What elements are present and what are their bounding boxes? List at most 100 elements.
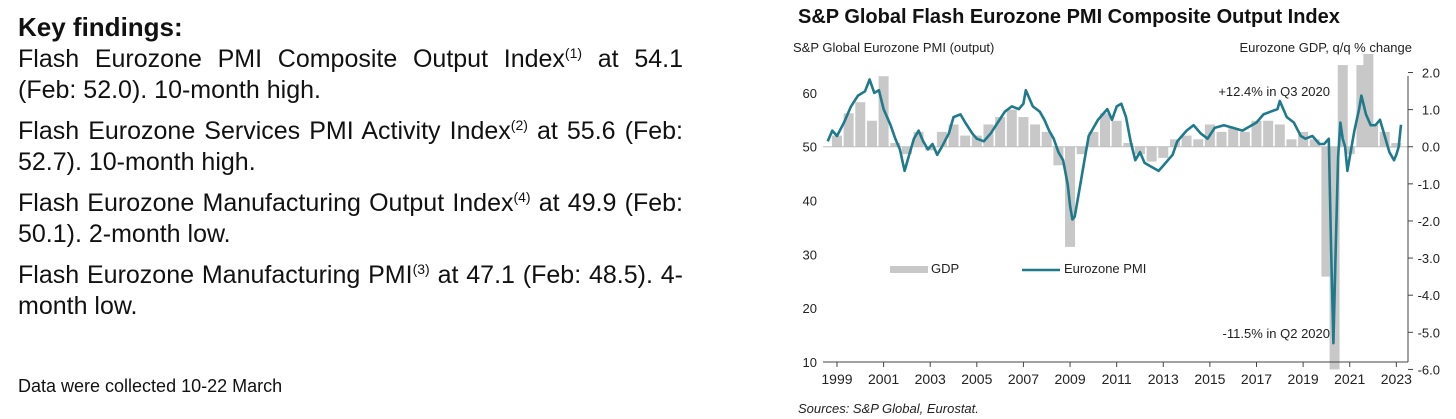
chart-title: S&P Global Flash Eurozone PMI Composite …: [798, 6, 1340, 28]
finding-footnote-ref: (3): [412, 261, 430, 277]
finding-item: Flash Eurozone PMI Composite Output Inde…: [18, 44, 683, 106]
gdp-bar: [1216, 131, 1227, 147]
right-tick-label: -6.0: [1418, 362, 1440, 377]
finding-text: Flash Eurozone PMI Composite Output Inde…: [18, 45, 565, 73]
gdp-bar: [866, 120, 877, 147]
right-tick-label: -1.0: [1418, 177, 1440, 192]
x-tick-label: 2013: [1148, 371, 1179, 387]
x-tick-label: 2015: [1194, 371, 1225, 387]
left-tick-label: 40: [803, 194, 817, 209]
collection-note: Data were collected 10-22 March: [18, 376, 283, 396]
right-tick-label: 2.0: [1422, 65, 1440, 80]
gdp-bar: [971, 135, 982, 147]
gdp-bar: [1134, 146, 1145, 155]
annotation-low: -11.5% in Q2 2020: [1223, 326, 1330, 341]
gdp-bar: [901, 146, 912, 155]
left-tick-label: 20: [803, 301, 817, 316]
gdp-bar: [936, 131, 947, 147]
gdp-bar: [1030, 124, 1041, 147]
finding-text: Flash Eurozone Services PMI Activity Ind…: [18, 117, 511, 145]
gdp-bar: [1123, 143, 1134, 147]
right-tick-label: -4.0: [1418, 288, 1440, 303]
x-tick-label: 2017: [1241, 371, 1272, 387]
finding-item: Flash Eurozone Services PMI Activity Ind…: [18, 116, 683, 178]
x-tick-label: 2023: [1381, 371, 1412, 387]
finding-value: at 47.1 (Feb: 48.5). 4-month low.: [18, 261, 684, 320]
gdp-bar: [855, 102, 866, 147]
gdp-bar: [843, 113, 854, 147]
left-tick-label: 60: [803, 86, 817, 101]
findings-list: Flash Eurozone PMI Composite Output Inde…: [18, 44, 683, 322]
right-tick-label: 0.0: [1422, 140, 1440, 155]
x-tick-label: 2005: [961, 371, 992, 387]
right-tick-label: -2.0: [1418, 214, 1440, 229]
gdp-bar: [1088, 131, 1099, 147]
legend-gdp-label: GDP: [931, 261, 959, 276]
gdp-bar: [1286, 139, 1297, 147]
gdp-bar: [1274, 124, 1285, 147]
gdp-bar: [1337, 65, 1348, 147]
right-tick-label: -5.0: [1418, 325, 1440, 340]
gdp-bar: [1158, 146, 1169, 158]
legend-gdp-swatch: [890, 266, 928, 273]
finding-footnote-ref: (4): [513, 189, 531, 205]
gdp-bar: [1391, 143, 1402, 147]
gdp-bar: [1239, 131, 1250, 147]
chart-source: Sources: S&P Global, Eurostat.: [798, 401, 979, 416]
gdp-bar: [1053, 146, 1064, 166]
left-tick-label: 50: [803, 140, 817, 155]
finding-value: at 54.1 (Feb: 52.0). 10-month high.: [18, 45, 683, 104]
key-findings-heading: Key findings:: [18, 12, 183, 42]
gdp-bar: [1321, 146, 1332, 277]
gdp-bar: [1298, 131, 1309, 147]
chart-svg: S&P Global Eurozone PMI (output) Eurozone…: [793, 40, 1440, 416]
key-findings-panel: Key findings: Flash Eurozone PMI Composi…: [18, 12, 683, 332]
x-tick-label: 2021: [1334, 371, 1365, 387]
left-axis-label: S&P Global Eurozone PMI (output): [793, 40, 994, 55]
finding-item: Flash Eurozone Manufacturing PMI(3) at 4…: [18, 260, 683, 322]
gdp-bar: [1368, 124, 1379, 147]
finding-item: Flash Eurozone Manufacturing Output Inde…: [18, 188, 683, 250]
gdp-bar: [1006, 109, 1017, 147]
gdp-bar: [913, 131, 924, 147]
gdp-bar: [831, 135, 842, 147]
x-tick-label: 2007: [1008, 371, 1039, 387]
gdp-bar: [1263, 120, 1274, 147]
gdp-bar: [1041, 131, 1052, 147]
gdp-bar: [1228, 128, 1239, 147]
gdp-bar: [1100, 113, 1111, 147]
gdp-bar: [1146, 146, 1157, 162]
finding-text: Flash Eurozone Manufacturing PMI: [18, 261, 413, 289]
annotation-high: +12.4% in Q3 2020: [1218, 84, 1330, 99]
left-tick-label: 10: [803, 355, 817, 370]
left-tick-label: 30: [803, 247, 817, 262]
pmi-line: [826, 78, 1403, 345]
pmi-chart: S&P Global Flash Eurozone PMI Composite …: [790, 0, 1456, 419]
x-tick-label: 1999: [821, 371, 852, 387]
gdp-bar: [1018, 117, 1029, 147]
gdp-bar: [1309, 139, 1320, 147]
gdp-bar: [1076, 146, 1087, 155]
x-tick-label: 2009: [1054, 371, 1085, 387]
x-tick-label: 2011: [1102, 371, 1132, 387]
gdp-bar: [960, 135, 971, 147]
right-axis-label: Eurozone GDP, q/q % change: [1240, 40, 1413, 55]
x-tick-label: 2001: [868, 371, 899, 387]
legend-pmi-label: Eurozone PMI: [1064, 261, 1146, 276]
gdp-bar: [1111, 120, 1122, 147]
gdp-bar: [1193, 139, 1204, 147]
gdp-bar: [948, 124, 959, 147]
x-tick-label: 2019: [1288, 371, 1319, 387]
x-tick-label: 2003: [915, 371, 946, 387]
right-tick-label: 1.0: [1422, 103, 1440, 118]
finding-footnote-ref: (2): [510, 117, 528, 133]
finding-text: Flash Eurozone Manufacturing Output Inde…: [18, 189, 514, 217]
right-tick-label: -3.0: [1418, 251, 1440, 266]
gdp-bar: [1356, 65, 1367, 147]
gdp-bar: [1363, 53, 1374, 147]
gdp-bar: [890, 143, 901, 147]
gdp-bar: [1181, 135, 1192, 147]
gdp-bar: [1169, 139, 1180, 147]
gdp-bar: [1251, 120, 1262, 147]
gdp-bar: [995, 117, 1006, 147]
